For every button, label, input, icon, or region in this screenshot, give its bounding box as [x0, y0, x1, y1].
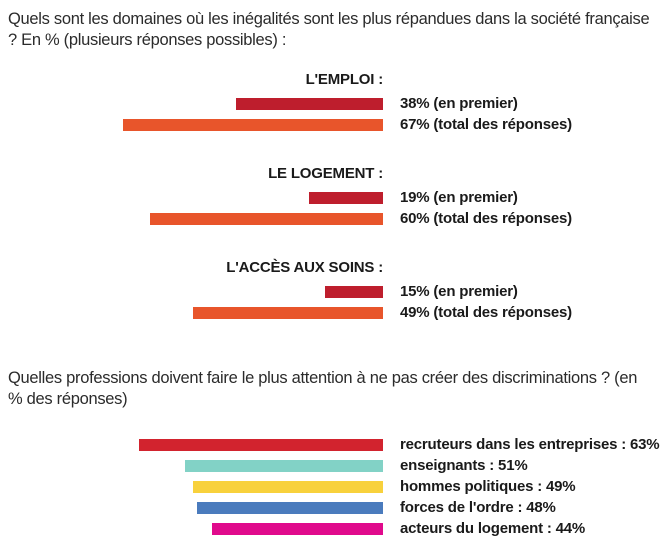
bar-row: 19% (en premier)	[0, 187, 661, 208]
bar-row: recruteurs dans les entreprises : 63%	[0, 434, 661, 455]
bar	[197, 501, 383, 514]
chart-professions-discrimination: recruteurs dans les entreprises : 63% ens…	[0, 434, 661, 539]
bar	[123, 118, 383, 131]
chart-domains-inequality: L'EMPLOI : 38% (en premier) 67% (total des…	[0, 71, 661, 323]
bar-track	[0, 459, 383, 472]
bar	[185, 459, 383, 472]
question-domains: Quels sont les domaines où les inégalité…	[8, 10, 650, 49]
bar	[325, 285, 383, 298]
bar-track	[0, 306, 383, 319]
bar	[193, 480, 383, 493]
bar-value-label: 38% (en premier)	[400, 95, 518, 112]
bar-row: 49% (total des réponses)	[0, 302, 661, 323]
bar-row: hommes politiques : 49%	[0, 476, 661, 497]
bar-track	[0, 191, 383, 204]
bar-row: 15% (en premier)	[0, 281, 661, 302]
bar-value-label: 15% (en premier)	[400, 283, 518, 300]
bar-group-label: LE LOGEMENT :	[268, 165, 383, 182]
bar-value-label: 19% (en premier)	[400, 189, 518, 206]
bar-track	[0, 480, 383, 493]
inequality-infographic: Quels sont les domaines où les inégalité…	[0, 10, 661, 537]
bar-group-label: L'EMPLOI :	[305, 71, 384, 88]
bar-value-label: recruteurs dans les entreprises : 63%	[400, 436, 660, 453]
bar-track	[0, 212, 383, 225]
bar-row: enseignants : 51%	[0, 455, 661, 476]
bar-track	[0, 285, 383, 298]
bar-value-label: hommes politiques : 49%	[400, 478, 576, 495]
bar-group: LE LOGEMENT : 19% (en premier) 60% (total …	[0, 165, 661, 229]
bar-value-label: 49% (total des réponses)	[400, 304, 572, 321]
bar-row: forces de l'ordre : 48%	[0, 497, 661, 518]
bar	[139, 438, 383, 451]
bar	[193, 306, 383, 319]
bar-track	[0, 118, 383, 131]
bar	[309, 191, 383, 204]
bar-track	[0, 501, 383, 514]
bar-track	[0, 97, 383, 110]
question-professions: Quelles professions doivent faire le plu…	[8, 369, 638, 408]
bar-group: L'ACCÈS AUX SOINS : 15% (en premier) 49% (…	[0, 259, 661, 323]
bar-track	[0, 438, 383, 451]
bar-row: 38% (en premier)	[0, 93, 661, 114]
bar-group-label: L'ACCÈS AUX SOINS :	[226, 259, 383, 276]
bar	[150, 212, 383, 225]
bar-value-label: forces de l'ordre : 48%	[400, 499, 556, 516]
bar-group: L'EMPLOI : 38% (en premier) 67% (total des…	[0, 71, 661, 135]
bar-row: 67% (total des réponses)	[0, 114, 661, 135]
bar-row: acteurs du logement : 44%	[0, 518, 661, 539]
bar-value-label: 67% (total des réponses)	[400, 116, 572, 133]
bar	[236, 97, 383, 110]
bar-track	[0, 522, 383, 535]
bar-value-label: acteurs du logement : 44%	[400, 520, 586, 537]
bar-value-label: enseignants : 51%	[400, 457, 528, 474]
bar-value-label: 60% (total des réponses)	[400, 210, 572, 227]
bar	[212, 522, 383, 535]
bar-row: 60% (total des réponses)	[0, 208, 661, 229]
